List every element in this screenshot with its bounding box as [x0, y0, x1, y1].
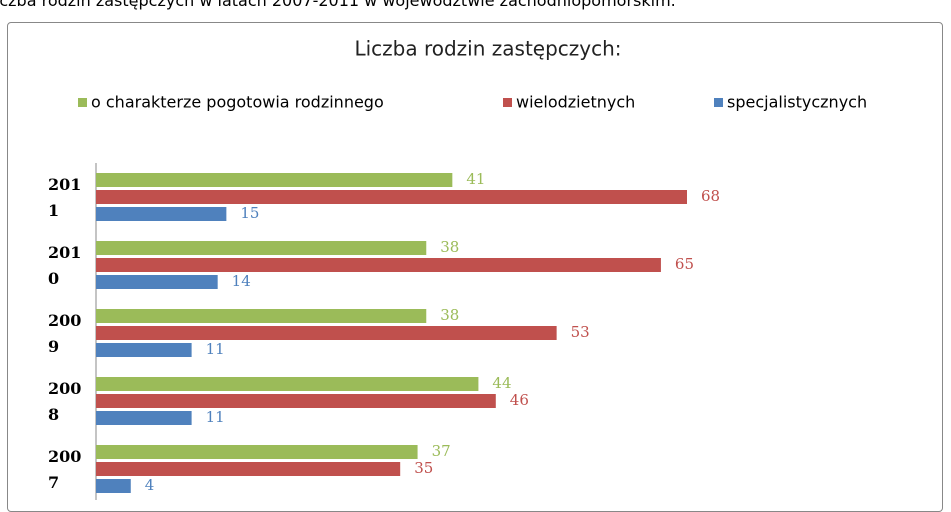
- y-tick-label: 2008: [48, 379, 82, 424]
- caption: Liczba rodzin zastępczych w latach 2007-…: [0, 0, 676, 10]
- bar: [96, 479, 131, 493]
- data-label: 65: [675, 255, 694, 273]
- data-label: 41: [466, 170, 485, 188]
- bar: [96, 411, 192, 425]
- bar: [96, 343, 192, 357]
- bar: [96, 462, 401, 476]
- data-label: 46: [510, 391, 529, 409]
- data-label: 35: [414, 459, 433, 477]
- legend-label: wielodzietnych: [516, 93, 635, 112]
- legend-swatch: [503, 98, 512, 107]
- data-label: 38: [440, 238, 459, 256]
- data-label: 15: [240, 204, 259, 222]
- data-label: 37: [432, 442, 451, 460]
- legend-swatch: [78, 98, 87, 107]
- bar: [96, 241, 427, 255]
- legend-label: specjalistycznych: [727, 93, 867, 112]
- data-label: 44: [492, 374, 511, 392]
- bar: [96, 173, 453, 187]
- data-label: 53: [571, 323, 590, 341]
- y-tick-label: 2010: [48, 243, 82, 288]
- y-tick-label: 2011: [48, 175, 82, 220]
- data-label: 11: [206, 340, 225, 358]
- bar: [96, 309, 427, 323]
- chart: Liczba rodzin zastępczych: o charakterze…: [78, 37, 867, 500]
- data-label: 38: [440, 306, 459, 324]
- bar: [96, 445, 418, 459]
- y-tick-label: 2009: [48, 311, 82, 356]
- data-label: 4: [145, 476, 155, 494]
- bar: [96, 377, 479, 391]
- bar: [96, 207, 227, 221]
- bar: [96, 190, 687, 204]
- data-label: 14: [232, 272, 251, 290]
- y-tick-label: 2007: [48, 447, 82, 492]
- chart-title: Liczba rodzin zastępczych:: [354, 37, 621, 61]
- data-label: 11: [206, 408, 225, 426]
- legend-label: o charakterze pogotowia rodzinnego: [91, 93, 384, 112]
- legend-swatch: [714, 98, 723, 107]
- bar: [96, 258, 661, 272]
- bar: [96, 275, 218, 289]
- data-label: 68: [701, 187, 720, 205]
- bar: [96, 394, 496, 408]
- bar: [96, 326, 557, 340]
